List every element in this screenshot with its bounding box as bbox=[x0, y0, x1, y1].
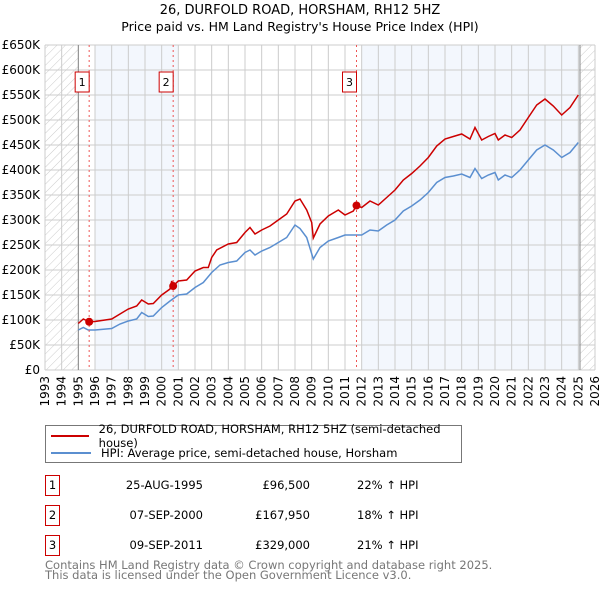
x-tick-label: 2008 bbox=[288, 376, 302, 407]
x-tick-label: 2003 bbox=[205, 376, 219, 407]
sale-number: 1 bbox=[45, 475, 60, 496]
shaded-band bbox=[361, 45, 580, 370]
x-tick-label: 2019 bbox=[471, 376, 485, 407]
y-tick-label: £50K bbox=[9, 338, 41, 352]
sale-point bbox=[169, 282, 178, 291]
x-tick-label: 1998 bbox=[121, 376, 135, 407]
sale-price: £167,950 bbox=[255, 508, 310, 522]
sale-marker-box bbox=[342, 71, 357, 93]
x-tick-label: 1996 bbox=[88, 376, 102, 407]
x-tick-label: 2010 bbox=[321, 376, 335, 407]
property-price-line bbox=[77, 94, 579, 325]
hpi-line bbox=[77, 142, 579, 331]
sale-date: 09-SEP-2011 bbox=[129, 538, 203, 552]
x-tick-label: 2006 bbox=[255, 376, 269, 407]
x-tick-label: 2016 bbox=[421, 376, 435, 407]
x-tick-label: 2011 bbox=[338, 376, 352, 407]
x-tick-label: 2015 bbox=[405, 376, 419, 407]
x-tick-label: 2023 bbox=[538, 376, 552, 407]
sale-price: £329,000 bbox=[255, 538, 310, 552]
footer: Contains HM Land Registry data © Crown c… bbox=[45, 558, 493, 582]
shaded-band bbox=[95, 45, 179, 370]
x-tick-label: 2009 bbox=[305, 376, 319, 407]
sale-point bbox=[85, 317, 94, 326]
y-tick-label: £450K bbox=[2, 138, 42, 152]
x-tick-label: 2018 bbox=[455, 376, 469, 407]
x-tick-label: 2014 bbox=[388, 376, 402, 407]
y-tick-label: £250K bbox=[2, 238, 42, 252]
sale-marker-label: 2 bbox=[163, 76, 170, 89]
footer-line-2: This data is licensed under the Open Gov… bbox=[45, 568, 412, 582]
x-tick-label: 2024 bbox=[555, 376, 569, 407]
sale-point bbox=[352, 201, 361, 210]
sale-marker-label: 1 bbox=[79, 76, 86, 89]
sale-date: 07-SEP-2000 bbox=[129, 508, 203, 522]
sale-marker-label: 3 bbox=[346, 76, 353, 89]
y-tick-label: £350K bbox=[2, 188, 42, 202]
x-tick-label: 2022 bbox=[521, 376, 535, 407]
y-tick-label: £100K bbox=[2, 313, 42, 327]
y-tick-label: £300K bbox=[2, 213, 42, 227]
x-tick-label: 2013 bbox=[371, 376, 385, 407]
legend-swatch-blue bbox=[51, 452, 91, 454]
x-tick-label: 2007 bbox=[271, 376, 285, 407]
x-tick-label: 2020 bbox=[488, 376, 502, 407]
legend-item-property: 26, DURFOLD ROAD, HORSHAM, RH12 5HZ (sem… bbox=[51, 422, 461, 450]
sale-marker-box bbox=[74, 71, 90, 93]
sale-number: 3 bbox=[45, 535, 60, 556]
legend-item-hpi: HPI: Average price, semi-detached house,… bbox=[51, 445, 397, 461]
x-tick-label: 1993 bbox=[38, 376, 52, 407]
x-tick-label: 2012 bbox=[355, 376, 369, 407]
x-tick-label: 2005 bbox=[238, 376, 252, 407]
legend: 26, DURFOLD ROAD, HORSHAM, RH12 5HZ (sem… bbox=[45, 422, 462, 463]
x-tick-label: 2017 bbox=[438, 376, 452, 407]
sale-marker-box bbox=[158, 71, 174, 93]
y-tick-label: £650K bbox=[2, 38, 42, 52]
x-tick-label: 2026 bbox=[588, 376, 600, 407]
x-tick-label: 2000 bbox=[155, 376, 169, 407]
x-tick-label: 1994 bbox=[55, 376, 69, 407]
sale-number: 2 bbox=[45, 505, 60, 526]
price-chart: 26, DURFOLD ROAD, HORSHAM, RH12 5HZ Pric… bbox=[2, 3, 600, 407]
x-tick-label: 2001 bbox=[171, 376, 185, 407]
sale-price: £96,500 bbox=[262, 478, 310, 492]
sale-hpi: 18% ↑ HPI bbox=[357, 508, 419, 522]
hatched-region-after bbox=[580, 45, 595, 370]
legend-label: HPI: Average price, semi-detached house,… bbox=[101, 446, 398, 460]
sale-date: 25-AUG-1995 bbox=[125, 478, 203, 492]
x-tick-label: 1999 bbox=[138, 376, 152, 407]
y-tick-label: £500K bbox=[2, 113, 42, 127]
legend-swatch-red bbox=[51, 435, 89, 437]
x-tick-label: 2025 bbox=[571, 376, 585, 407]
sale-hpi: 21% ↑ HPI bbox=[357, 538, 419, 552]
x-tick-label: 2004 bbox=[221, 376, 235, 407]
y-tick-label: £200K bbox=[2, 263, 42, 277]
y-tick-label: £600K bbox=[2, 63, 42, 77]
y-tick-label: £400K bbox=[2, 163, 42, 177]
x-tick-label: 1995 bbox=[71, 376, 85, 407]
x-tick-label: 1997 bbox=[105, 376, 119, 407]
legend-label: 26, DURFOLD ROAD, HORSHAM, RH12 5HZ (sem… bbox=[98, 422, 441, 450]
y-tick-label: £550K bbox=[2, 88, 42, 102]
footer-line-1: Contains HM Land Registry data © Crown c… bbox=[45, 558, 493, 572]
x-tick-label: 2021 bbox=[505, 376, 519, 407]
chart-title: 26, DURFOLD ROAD, HORSHAM, RH12 5HZ bbox=[160, 3, 441, 18]
y-tick-label: £150K bbox=[2, 288, 42, 302]
sale-hpi: 22% ↑ HPI bbox=[357, 478, 419, 492]
chart-subtitle: Price paid vs. HM Land Registry's House … bbox=[121, 19, 478, 34]
x-tick-label: 2002 bbox=[188, 376, 202, 407]
y-tick-label: £0 bbox=[25, 363, 40, 377]
